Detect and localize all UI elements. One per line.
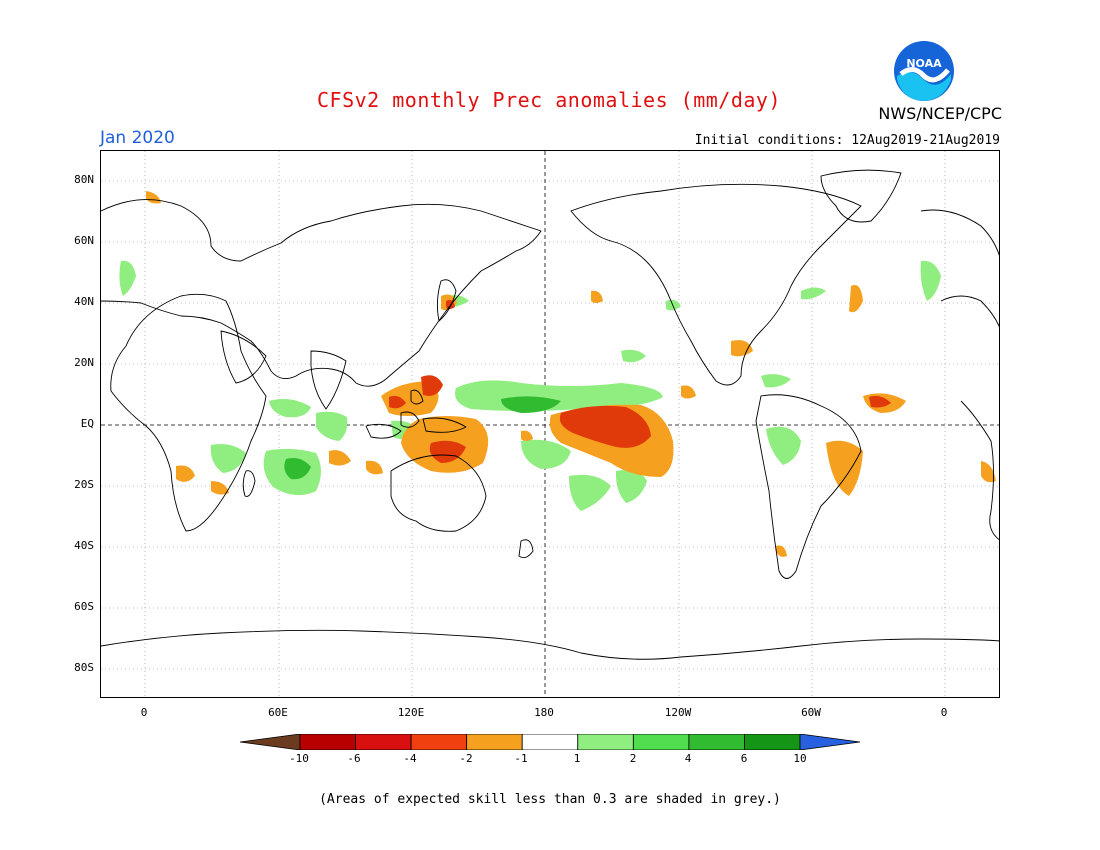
lat-label: 40N: [74, 295, 94, 308]
agency-label: NWS/NCEP/CPC: [878, 104, 1002, 123]
lat-label: 80S: [74, 661, 94, 674]
colorbar-label: 10: [793, 752, 807, 765]
lat-label: 60N: [74, 234, 94, 247]
colorbar-label: -4: [403, 752, 417, 765]
lon-label: 60E: [268, 706, 288, 719]
chart-title: CFSv2 monthly Prec anomalies (mm/day): [316, 88, 782, 112]
colorbar-label: 6: [740, 752, 748, 765]
colorbar-swatch: [799, 734, 860, 750]
colorbar-swatch: [744, 734, 801, 750]
anomaly-wet-strong-areas: [284, 396, 561, 480]
map-gridlines: [101, 151, 999, 697]
colorbar-swatch: [355, 734, 412, 750]
lat-label: 80N: [74, 173, 94, 186]
colorbar-swatch: [240, 734, 301, 750]
colorbar-label: 4: [684, 752, 692, 765]
colorbar-label: -6: [347, 752, 361, 765]
colorbar-label: 2: [629, 752, 637, 765]
lon-label: 60W: [801, 706, 821, 719]
colorbar-swatch: [466, 734, 523, 750]
forecast-month: Jan 2020: [100, 128, 175, 148]
colorbar-label: -2: [459, 752, 473, 765]
colorbar-swatch: [521, 734, 579, 750]
lon-label: 0: [140, 706, 148, 719]
colorbar-label: 1: [573, 752, 581, 765]
colorbar-swatch: [577, 734, 634, 750]
lat-label: 20N: [74, 356, 94, 369]
colorbar-swatch: [410, 734, 468, 750]
anomaly-wet-areas: [119, 260, 941, 511]
lon-label: 0: [940, 706, 948, 719]
colorbar-label: -1: [514, 752, 528, 765]
lon-label: 120E: [397, 706, 425, 719]
noaa-logo: NOAA: [894, 41, 954, 101]
anomaly-dry-strong-areas: [389, 299, 891, 463]
lat-label: 60S: [74, 600, 94, 613]
lat-label: 40S: [74, 539, 94, 552]
lat-label: 20S: [74, 478, 94, 491]
coastlines: [101, 169, 999, 660]
svg-text:NOAA: NOAA: [906, 57, 942, 70]
map-panel: [100, 150, 1000, 698]
lon-label: 120W: [664, 706, 692, 719]
initial-conditions: Initial conditions: 12Aug2019-21Aug2019: [694, 133, 1000, 148]
colorbar-swatch: [688, 734, 745, 750]
colorbar-swatch: [632, 734, 690, 750]
map-svg: [101, 151, 999, 697]
lon-label: 180: [534, 706, 554, 719]
lat-label: EQ: [80, 417, 94, 430]
skill-footnote: (Areas of expected skill less than 0.3 a…: [319, 792, 781, 807]
colorbar-swatch: [299, 734, 356, 750]
colorbar: [240, 734, 860, 750]
colorbar-label: -10: [289, 752, 309, 765]
